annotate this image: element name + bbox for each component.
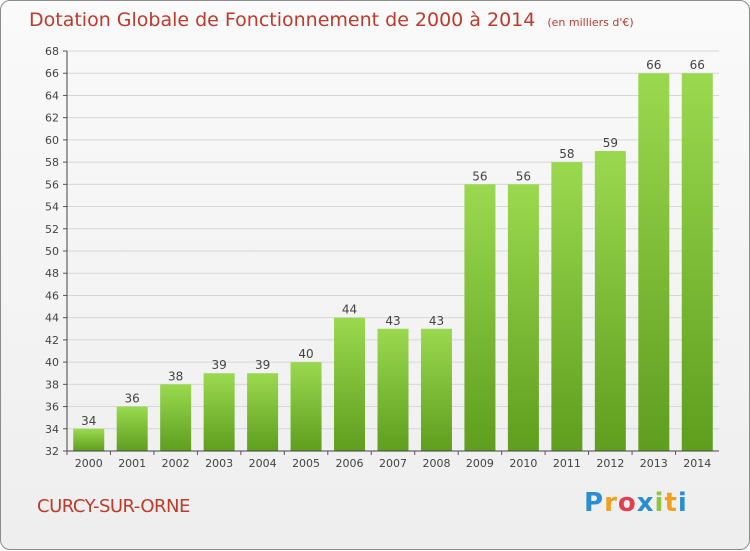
x-tick-label: 2008 — [422, 457, 450, 470]
data-label-2012: 59 — [603, 136, 618, 150]
x-tick-label: 2011 — [553, 457, 581, 470]
data-label-2011: 58 — [559, 147, 574, 161]
data-label-2002: 38 — [168, 369, 183, 383]
y-tick-label: 68 — [45, 45, 59, 58]
y-tick-label: 36 — [45, 401, 59, 414]
data-label-2008: 43 — [429, 314, 444, 328]
x-tick-label: 2004 — [249, 457, 277, 470]
logo-letter: i — [677, 488, 688, 518]
bar-2009 — [464, 184, 496, 452]
y-tick-label: 34 — [45, 423, 59, 436]
logo-letter: x — [636, 488, 655, 518]
bar-2002 — [160, 384, 192, 451]
y-tick-label: 46 — [45, 289, 59, 302]
x-tick-label: 2013 — [640, 457, 668, 470]
bar-2011 — [551, 162, 583, 451]
data-label-2000: 34 — [81, 414, 96, 428]
bar-2006 — [334, 317, 366, 451]
y-axis: 32 34 36 38 40 42 44 46 48 50 52 54 56 58 60 62 64 66 68 — [45, 45, 68, 458]
y-tick-label: 56 — [45, 178, 59, 191]
bar-2007 — [377, 328, 409, 451]
x-tick-label: 2003 — [205, 457, 233, 470]
y-tick-label: 48 — [45, 267, 59, 280]
chart-title: Dotation Globale de Fonctionnement de 20… — [29, 9, 634, 31]
bar-2000 — [73, 428, 105, 451]
x-tick-label: 2005 — [292, 457, 320, 470]
y-tick-label: 60 — [45, 134, 59, 147]
bar-2008 — [420, 328, 452, 451]
x-tick-label: 2002 — [162, 457, 190, 470]
data-label-2010: 56 — [516, 169, 531, 183]
y-tick-label: 44 — [45, 312, 59, 325]
x-tick-label: 2006 — [336, 457, 364, 470]
y-tick-label: 32 — [45, 445, 59, 458]
x-tick-label: 2014 — [683, 457, 711, 470]
x-tick-label: 2001 — [118, 457, 146, 470]
y-tick-label: 38 — [45, 378, 59, 391]
data-label-2004: 39 — [255, 358, 270, 372]
bar-2001 — [116, 406, 148, 451]
data-label-2006: 44 — [342, 303, 357, 317]
commune-name: CURCY-SUR-ORNE — [37, 496, 190, 517]
y-tick-label: 54 — [45, 201, 59, 214]
bar-2014 — [681, 73, 713, 451]
y-tick-label: 62 — [45, 112, 59, 125]
data-label-2007: 43 — [385, 314, 400, 328]
bar-2004 — [247, 373, 279, 451]
logo-letter: r — [604, 488, 618, 518]
x-tick-label: 2012 — [596, 457, 624, 470]
x-tick-label: 2000 — [75, 457, 103, 470]
logo-letter: o — [617, 488, 637, 518]
bar-2010 — [507, 184, 539, 452]
bar-2003 — [203, 373, 235, 451]
y-tick-label: 52 — [45, 223, 59, 236]
data-label-2001: 36 — [125, 392, 140, 406]
y-tick-label: 66 — [45, 67, 59, 80]
chart-subtitle: (en milliers d'€) — [547, 16, 634, 29]
bar-2005 — [290, 362, 322, 451]
y-tick-label: 50 — [45, 245, 59, 258]
logo-letter: P — [584, 488, 605, 518]
logo-letter: i — [654, 488, 665, 518]
logo-letter: t — [664, 488, 678, 518]
y-tick-label: 40 — [45, 356, 59, 369]
data-label-2005: 40 — [298, 347, 313, 361]
x-tick-label: 2009 — [466, 457, 494, 470]
x-tick-label: 2007 — [379, 457, 407, 470]
bar-2012 — [594, 151, 626, 451]
chart-title-text: Dotation Globale de Fonctionnement de 20… — [29, 9, 536, 31]
bars: 34 36 38 39 39 40 44 43 43 56 56 58 59 66 66 — [73, 58, 713, 452]
data-label-2009: 56 — [472, 169, 487, 183]
x-tick-label: 2010 — [509, 457, 537, 470]
data-label-2013: 66 — [646, 58, 661, 72]
bar-2013 — [638, 73, 670, 451]
y-tick-label: 58 — [45, 156, 59, 169]
y-tick-label: 42 — [45, 334, 59, 347]
data-label-2014: 66 — [690, 58, 705, 72]
x-axis: 2000 2001 2002 2003 2004 2005 2006 2007 2008 2009… — [66, 450, 719, 470]
y-tick-label: 64 — [45, 89, 59, 102]
proxiti-logo: Proxiti — [584, 488, 688, 518]
data-label-2003: 39 — [211, 358, 226, 372]
